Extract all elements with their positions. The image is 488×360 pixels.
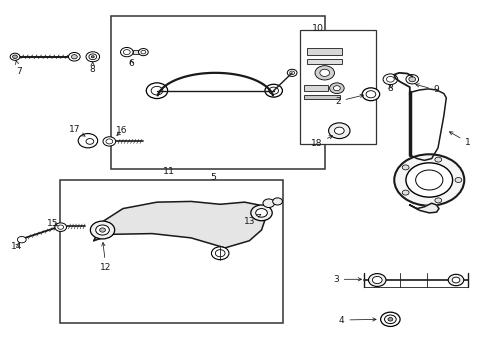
Text: 7: 7 (16, 61, 22, 76)
Circle shape (96, 225, 109, 235)
Circle shape (68, 53, 80, 61)
Circle shape (362, 88, 379, 101)
Circle shape (211, 247, 228, 260)
Circle shape (434, 157, 441, 162)
Circle shape (384, 315, 395, 324)
Text: 3: 3 (332, 275, 361, 284)
Circle shape (287, 69, 296, 76)
Circle shape (366, 91, 375, 98)
Circle shape (13, 55, 18, 59)
Circle shape (141, 50, 145, 54)
Text: 4: 4 (338, 315, 375, 324)
Bar (306, 59, 341, 64)
Text: 18: 18 (310, 136, 332, 148)
Text: 15: 15 (46, 219, 58, 228)
Text: 17: 17 (68, 126, 85, 136)
Circle shape (447, 274, 463, 286)
Circle shape (405, 75, 418, 84)
Circle shape (100, 228, 105, 232)
Bar (300, 30, 375, 144)
Text: 9: 9 (415, 84, 439, 94)
Circle shape (71, 55, 77, 59)
Circle shape (382, 74, 397, 85)
Circle shape (90, 221, 115, 239)
Circle shape (402, 165, 408, 170)
Circle shape (289, 71, 294, 75)
Text: 13: 13 (243, 214, 260, 226)
Circle shape (18, 237, 26, 243)
Circle shape (78, 134, 98, 148)
Circle shape (58, 225, 63, 229)
Circle shape (120, 48, 133, 57)
Circle shape (264, 84, 282, 97)
Text: 8: 8 (386, 84, 392, 93)
Circle shape (103, 137, 116, 146)
Circle shape (415, 170, 442, 190)
Circle shape (387, 318, 392, 321)
Circle shape (372, 276, 381, 284)
Circle shape (89, 54, 97, 60)
Circle shape (393, 154, 463, 206)
Bar (132, 50, 141, 54)
Bar (303, 95, 340, 99)
Circle shape (151, 86, 163, 95)
Circle shape (328, 123, 349, 139)
Circle shape (86, 139, 94, 144)
Bar (60, 180, 283, 323)
Text: 10: 10 (311, 24, 323, 33)
Text: 11: 11 (163, 167, 175, 176)
Circle shape (272, 198, 282, 205)
Circle shape (146, 83, 167, 99)
Polygon shape (409, 203, 438, 213)
Circle shape (268, 87, 278, 94)
Circle shape (10, 53, 20, 60)
Circle shape (408, 77, 415, 82)
Text: 12: 12 (100, 243, 111, 272)
Circle shape (451, 277, 459, 283)
Circle shape (215, 249, 224, 257)
Circle shape (55, 223, 66, 231)
Circle shape (454, 177, 461, 183)
Text: 8: 8 (89, 62, 95, 74)
Circle shape (263, 199, 274, 207)
Circle shape (334, 127, 344, 134)
Circle shape (434, 198, 441, 203)
Circle shape (86, 52, 100, 62)
Text: 1: 1 (448, 132, 470, 147)
Text: 14: 14 (11, 242, 22, 251)
Circle shape (255, 208, 267, 217)
Text: 6: 6 (128, 59, 134, 68)
Circle shape (138, 49, 148, 56)
Circle shape (380, 312, 399, 327)
Circle shape (91, 56, 94, 58)
Circle shape (386, 76, 393, 82)
Circle shape (123, 50, 130, 55)
Bar (306, 48, 341, 55)
Circle shape (314, 66, 334, 80)
Circle shape (319, 69, 329, 76)
Circle shape (333, 86, 340, 91)
Bar (303, 85, 327, 91)
Circle shape (250, 205, 272, 221)
Text: 5: 5 (209, 173, 216, 182)
Bar (111, 16, 324, 169)
Text: 16: 16 (116, 126, 127, 135)
Circle shape (106, 139, 113, 144)
Circle shape (405, 163, 452, 197)
Circle shape (368, 274, 385, 287)
Polygon shape (94, 202, 266, 248)
Circle shape (329, 83, 344, 94)
Text: 2: 2 (334, 94, 363, 106)
Circle shape (402, 190, 408, 195)
